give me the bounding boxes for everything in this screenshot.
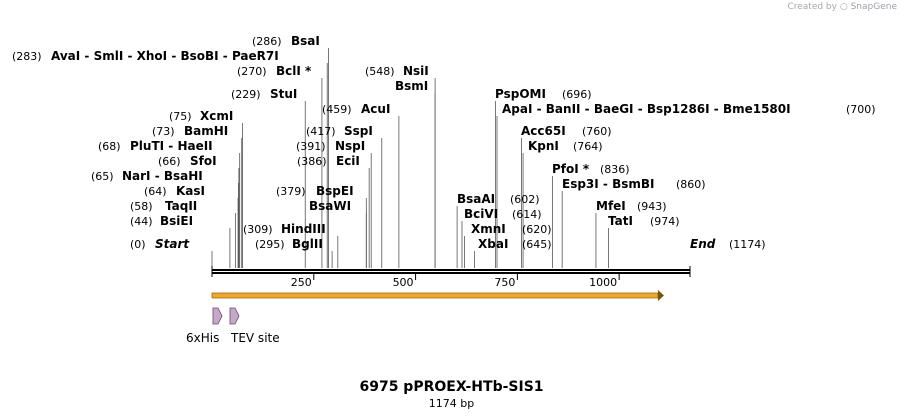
site-name: Start bbox=[155, 237, 190, 251]
site-position: (286) bbox=[252, 35, 282, 48]
site-name: KasI bbox=[176, 184, 205, 198]
site-name: AcuI bbox=[361, 102, 390, 116]
site-position: (386) bbox=[297, 155, 327, 168]
site-name: PluTI - HaeII bbox=[130, 139, 213, 153]
site-position: (73) bbox=[152, 125, 175, 138]
credit-prefix: Created by bbox=[787, 2, 837, 12]
map-title: 6975 pPROEX-HTb-SIS1 bbox=[359, 379, 544, 395]
site-name: SfoI bbox=[190, 154, 217, 168]
site-position: (760) bbox=[582, 125, 612, 138]
sequence-backbone bbox=[211, 266, 691, 277]
orf-arrow bbox=[211, 290, 664, 301]
site-position: (229) bbox=[231, 88, 261, 101]
site-position: (614) bbox=[512, 208, 542, 221]
tick-label: 1000 bbox=[589, 276, 617, 289]
site-name: BciVI bbox=[464, 207, 498, 221]
orf-arrowhead bbox=[657, 290, 664, 301]
site-position: (68) bbox=[98, 140, 121, 153]
site-position: (548) bbox=[365, 65, 395, 78]
site-position: (602) bbox=[510, 193, 540, 206]
feature-label: 6xHis bbox=[186, 331, 219, 345]
site-name: PspOMI bbox=[495, 87, 546, 101]
site-position: (459) bbox=[322, 103, 352, 116]
site-name: PfoI * bbox=[552, 162, 590, 176]
site-position: (836) bbox=[600, 163, 630, 176]
site-position: (295) bbox=[255, 238, 285, 251]
snapgene-logo-icon: ○ bbox=[839, 2, 848, 12]
site-position: (0) bbox=[130, 238, 146, 251]
site-position: (283) bbox=[12, 50, 42, 63]
site-name: AvaI - SmlI - XhoI - BsoBI - PaeR7I bbox=[51, 49, 279, 63]
site-name: Acc65I bbox=[521, 124, 566, 138]
credit-brand: SnapGene bbox=[850, 2, 897, 12]
site-position: (66) bbox=[158, 155, 181, 168]
site-position: (44) bbox=[130, 215, 153, 228]
site-name: TaqII bbox=[165, 199, 197, 213]
site-name: BsaAI bbox=[457, 192, 495, 206]
site-name: EciI bbox=[336, 154, 360, 168]
tick-label: 750 bbox=[494, 276, 515, 289]
site-position: (645) bbox=[522, 238, 552, 251]
site-name: BspEI bbox=[316, 184, 354, 198]
site-name: End bbox=[690, 237, 716, 251]
site-labels: (0) Start(44) BsiEI (58) TaqII(64) KasI (65) Na… bbox=[12, 34, 876, 251]
site-position: (65) bbox=[91, 170, 114, 183]
site-name: BsiEI bbox=[160, 214, 193, 228]
feature-arrow bbox=[212, 307, 223, 325]
site-position: (270) bbox=[237, 65, 267, 78]
site-name: Esp3I - BsmBI bbox=[562, 177, 654, 191]
site-position: (700) bbox=[846, 103, 876, 116]
site-name: ApaI - BanII - BaeGI - Bsp1286I - Bme158… bbox=[502, 102, 791, 116]
site-position: (58) bbox=[130, 200, 153, 213]
site-lines bbox=[211, 48, 609, 268]
site-name: XmnI bbox=[471, 222, 506, 236]
feature-markers: 6xHis TEV site bbox=[186, 307, 280, 345]
site-name: KpnI bbox=[528, 139, 559, 153]
orf-body bbox=[211, 292, 659, 299]
site-position: (1174) bbox=[729, 238, 766, 251]
site-position: (309) bbox=[243, 223, 273, 236]
site-position: (696) bbox=[562, 88, 592, 101]
site-name: BglII bbox=[292, 237, 323, 251]
feature-arrow bbox=[229, 307, 240, 325]
site-name: NsiI bbox=[403, 64, 429, 78]
site-name: BclI * bbox=[276, 64, 312, 78]
site-name: SspI bbox=[344, 124, 373, 138]
site-name: HindIII bbox=[281, 222, 326, 236]
site-position: (974) bbox=[650, 215, 680, 228]
site-name: TatI bbox=[608, 214, 633, 228]
tick-label: 250 bbox=[291, 276, 312, 289]
site-position: (75) bbox=[169, 110, 192, 123]
site-name: NspI bbox=[335, 139, 365, 153]
site-position: (620) bbox=[522, 223, 552, 236]
feature-label: TEV site bbox=[230, 331, 280, 345]
site-position: (764) bbox=[573, 140, 603, 153]
site-name: XbaI bbox=[478, 237, 508, 251]
site-name: MfeI bbox=[596, 199, 626, 213]
site-name: XcmI bbox=[200, 109, 233, 123]
site-name: StuI bbox=[270, 87, 297, 101]
site-name: BamHI bbox=[184, 124, 228, 138]
site-name: BsaI bbox=[291, 34, 320, 48]
site-position: (943) bbox=[637, 200, 667, 213]
site-name: BsmI bbox=[395, 79, 428, 93]
snapgene-credit: Created by ○ SnapGene bbox=[787, 2, 897, 12]
site-position: (64) bbox=[144, 185, 167, 198]
site-name: BsaWI bbox=[309, 199, 351, 213]
ruler-ticks: 250 500 750 1000 bbox=[291, 273, 620, 289]
site-name: NarI - BsaHI bbox=[122, 169, 203, 183]
site-position: (379) bbox=[276, 185, 306, 198]
tick-label: 500 bbox=[393, 276, 414, 289]
site-position: (391) bbox=[296, 140, 326, 153]
map-length: 1174 bp bbox=[428, 397, 475, 410]
site-position: (860) bbox=[676, 178, 706, 191]
site-position: (417) bbox=[306, 125, 336, 138]
